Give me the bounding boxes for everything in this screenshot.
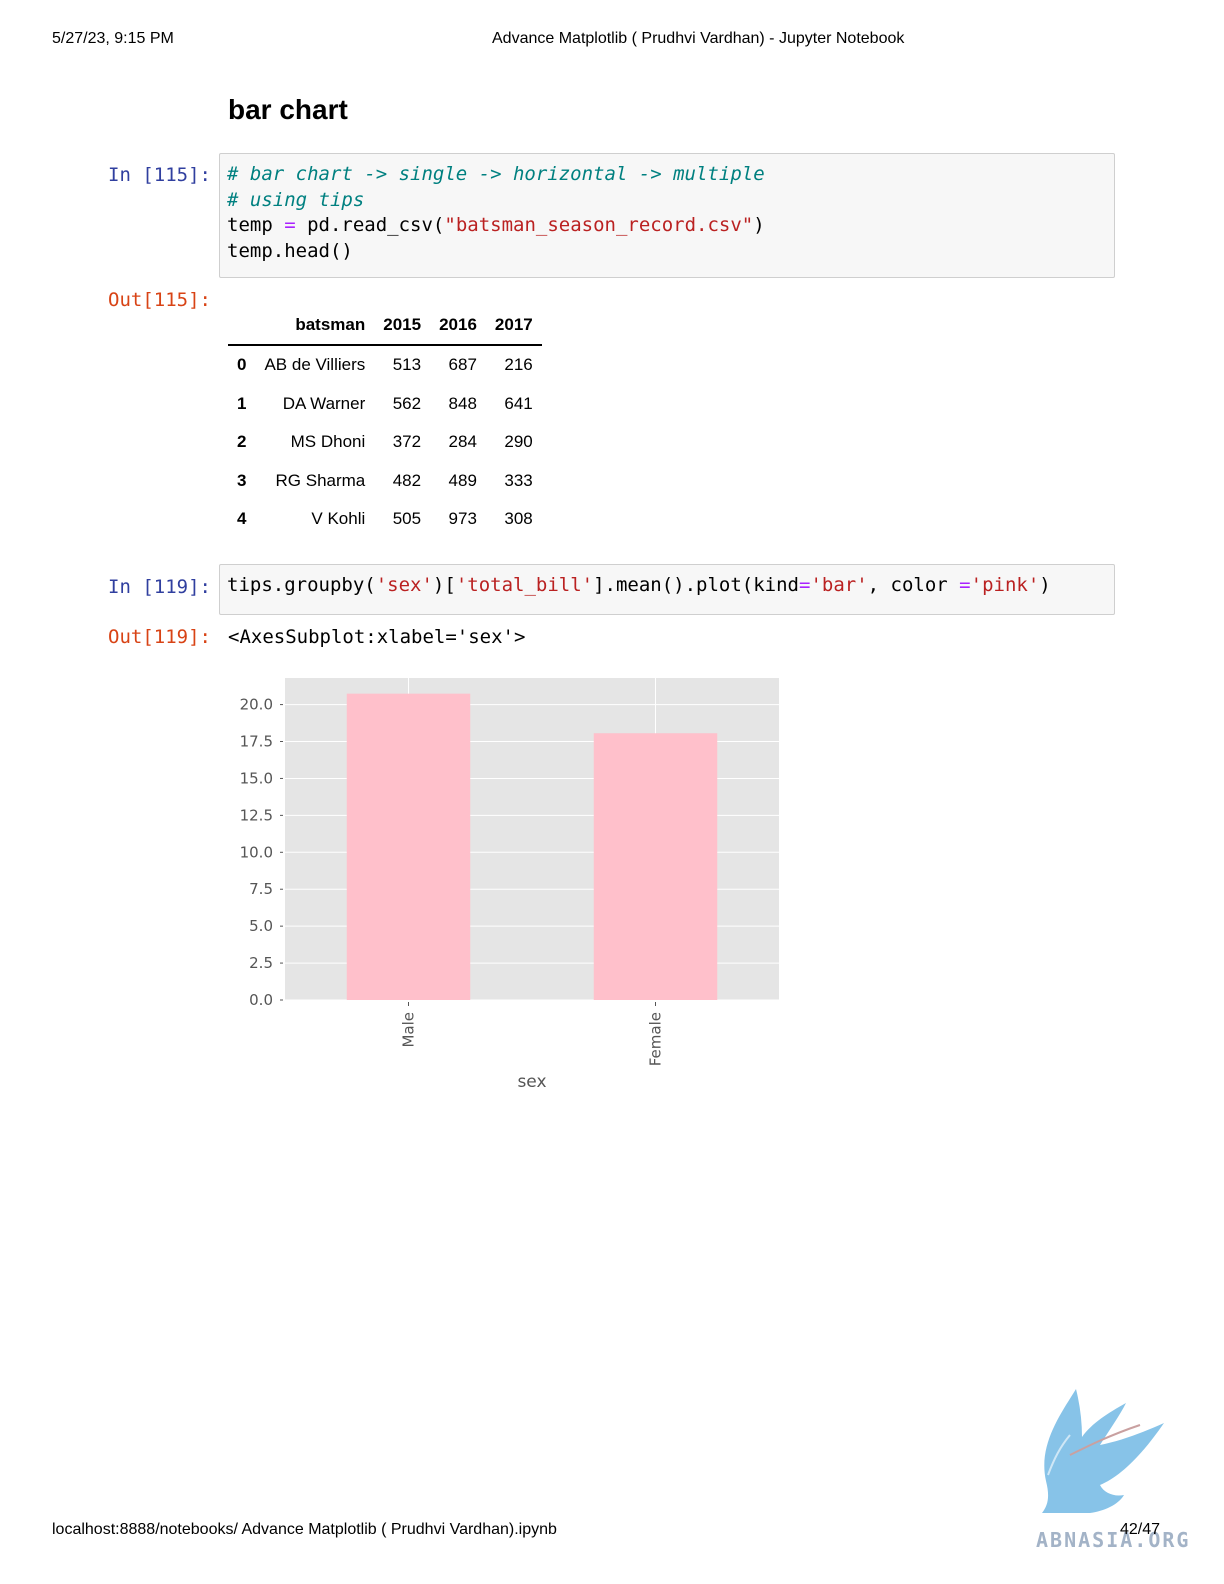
output-repr: <AxesSubplot:xlabel='sex'> (228, 626, 526, 648)
table-cell: 687 (448, 355, 477, 375)
out-prompt-119: Out[119]: (108, 626, 211, 648)
column-header: 2017 (494, 315, 533, 334)
x-tick-label: Female (647, 1012, 665, 1066)
row-index: 1 (237, 393, 247, 413)
table-cell: 641 (504, 393, 533, 413)
table-cell: 848 (448, 393, 477, 413)
code-comment-line: # bar chart -> single -> horizontal -> m… (227, 163, 765, 185)
code-comment-line: # using tips (227, 188, 365, 211)
table-cell: 308 (504, 509, 533, 529)
row-index: 2 (237, 432, 247, 452)
table-cell: 372 (392, 432, 422, 452)
code-line: temp.head() (227, 239, 353, 262)
table-cell: 973 (448, 509, 477, 529)
markdown-heading: bar chart (228, 94, 348, 125)
table-cell: V Kohli (311, 509, 366, 529)
griffin-logo-icon (1042, 1389, 1164, 1513)
print-date: 5/27/23, 9:15 PM (52, 30, 174, 47)
in-prompt-115: In [115]: (108, 164, 211, 186)
table-row: 1 DA Warner 562 848 641 (228, 385, 542, 424)
print-url: localhost:8888/notebooks/ Advance Matplo… (52, 1521, 557, 1538)
column-header: batsman (295, 315, 366, 334)
bar-chart: 0.0 2.5 5.0 7.5 10.0 12.5 15.0 17.5 20.0 Male Fema… (240, 678, 779, 1092)
code-line: tips.groupby('sex')['total_bill'].mean()… (227, 574, 1051, 596)
table-row: 3 RG Sharma 482 489 333 (228, 462, 542, 501)
table-row: 2 MS Dhoni 372 284 290 (228, 423, 542, 462)
table-cell: 562 (392, 393, 422, 413)
y-tick-label: 15.0 (240, 769, 273, 787)
table-cell: MS Dhoni (290, 432, 366, 452)
out-prompt-115: Out[115]: (108, 289, 211, 311)
table-cell: DA Warner (282, 393, 366, 413)
in-prompt-119: In [119]: (108, 576, 211, 598)
bar (346, 693, 471, 1000)
y-tick-label: 0.0 (249, 991, 273, 1009)
dataframe-table: batsman 2015 2016 2017 0 AB de Villiers … (228, 306, 542, 539)
table-cell: 284 (448, 432, 477, 452)
code-line: temp = pd.read_csv("batsman_season_recor… (227, 214, 765, 236)
y-tick-label: 7.5 (249, 880, 273, 898)
x-tick-label: Male (400, 1012, 418, 1048)
table-cell: 513 (392, 355, 422, 375)
y-tick-label: 2.5 (249, 954, 273, 972)
y-tick-label: 5.0 (249, 917, 273, 935)
bar (593, 733, 718, 1000)
table-cell: 216 (504, 355, 533, 375)
code-cell-115[interactable]: # bar chart -> single -> horizontal -> m… (219, 153, 1115, 278)
row-index: 0 (237, 355, 247, 375)
table-cell: RG Sharma (275, 470, 366, 490)
row-index: 3 (237, 470, 247, 490)
table-cell: 505 (392, 509, 422, 529)
table-cell: AB de Villiers (264, 355, 366, 375)
row-index: 4 (237, 509, 247, 529)
index-header (228, 306, 255, 345)
table-row: 4 V Kohli 505 973 308 (228, 500, 542, 539)
y-tick-label: 10.0 (240, 843, 273, 861)
table-cell: 482 (392, 470, 422, 490)
y-tick-label: 20.0 (240, 696, 273, 714)
y-tick-label: 12.5 (240, 806, 273, 824)
table-cell: 290 (504, 432, 533, 452)
code-cell-119[interactable]: tips.groupby('sex')['total_bill'].mean()… (219, 564, 1115, 615)
column-header: 2016 (439, 315, 477, 334)
y-tick-label: 17.5 (240, 733, 273, 751)
watermark-text: ABNASIA.ORG (1036, 1528, 1191, 1552)
x-axis-label: sex (517, 1072, 546, 1092)
print-title: Advance Matplotlib ( Prudhvi Vardhan) - … (492, 30, 905, 47)
page-number: 42/47 (1120, 1521, 1161, 1538)
table-cell: 333 (504, 470, 533, 490)
table-header-row: batsman 2015 2016 2017 (228, 306, 542, 345)
table-cell: 489 (448, 470, 477, 490)
table-row: 0 AB de Villiers 513 687 216 (228, 345, 542, 385)
column-header: 2015 (383, 315, 422, 334)
